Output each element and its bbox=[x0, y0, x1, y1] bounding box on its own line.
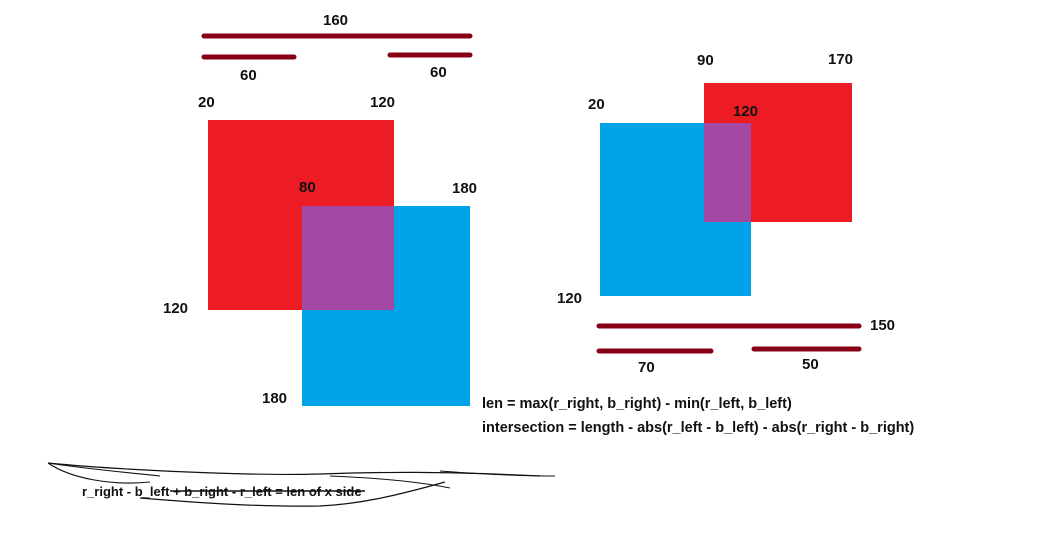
left-top-bar-label: 160 bbox=[323, 12, 348, 29]
formula-intersection: intersection = length - abs(r_left - b_l… bbox=[482, 420, 914, 436]
left-diagram: 160 60 60 20 120 120 80 180 180 bbox=[163, 12, 477, 407]
left-right-bar-label: 60 bbox=[430, 64, 447, 81]
left-overlap-rect bbox=[302, 206, 394, 310]
scribble-bottom-stroke bbox=[139, 481, 446, 507]
right-bottom-bar-label: 150 bbox=[870, 317, 895, 334]
right-blue-right-label: 120 bbox=[733, 103, 758, 120]
right-left-bar-label: 70 bbox=[638, 359, 655, 376]
right-red-right-label: 170 bbox=[828, 51, 853, 68]
left-blue-left-label: 80 bbox=[299, 179, 316, 196]
scribbled-note: r_right - b_left + b_right - r_left = le… bbox=[47, 462, 556, 507]
scribble-top-stroke bbox=[47, 462, 541, 477]
scribble-left-stroke bbox=[47, 462, 161, 484]
left-red-bottom-label: 120 bbox=[163, 300, 188, 317]
right-blue-bottom-label: 120 bbox=[557, 290, 582, 307]
scribble-right-stroke bbox=[329, 470, 556, 489]
left-red-right-label: 120 bbox=[370, 94, 395, 111]
left-blue-bottom-label: 180 bbox=[262, 390, 287, 407]
right-right-bar-label: 50 bbox=[802, 356, 819, 373]
formula-len: len = max(r_right, b_right) - min(r_left… bbox=[482, 396, 792, 412]
right-blue-left-label: 20 bbox=[588, 96, 605, 113]
right-diagram: 90 170 20 120 120 150 70 50 bbox=[557, 51, 895, 376]
right-red-left-label: 90 bbox=[697, 52, 714, 69]
left-blue-right-label: 180 bbox=[452, 180, 477, 197]
right-overlap-rect bbox=[704, 123, 751, 222]
left-red-left-label: 20 bbox=[198, 94, 215, 111]
left-left-bar-label: 60 bbox=[240, 67, 257, 84]
